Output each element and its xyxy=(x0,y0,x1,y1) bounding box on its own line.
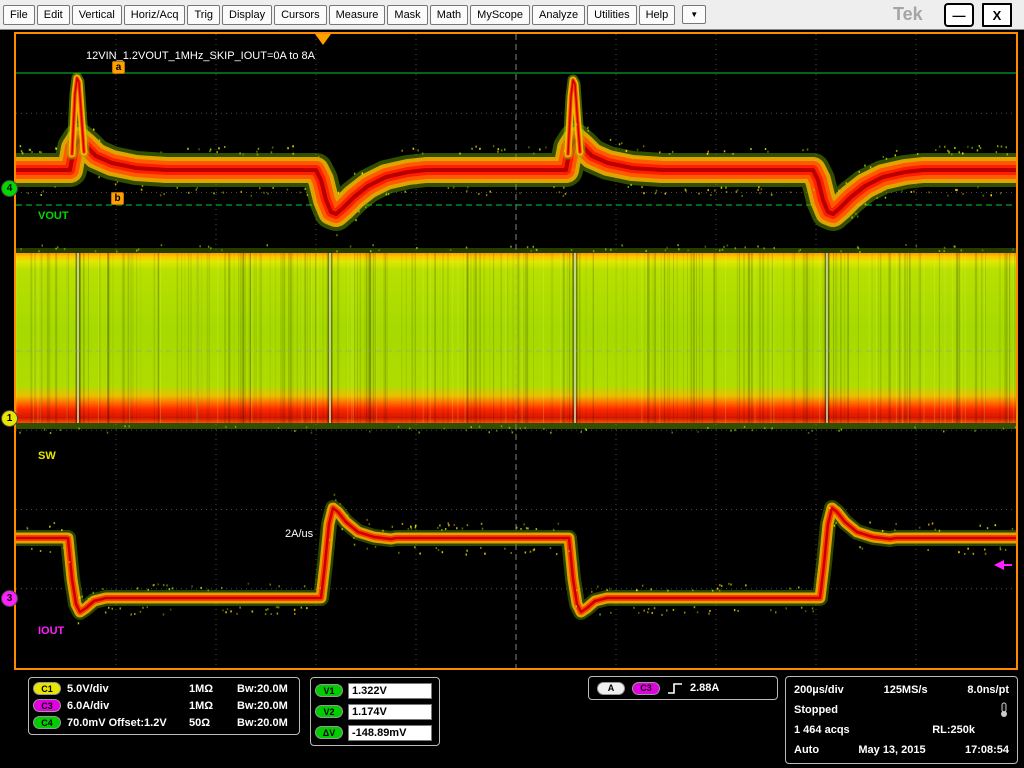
trigger-level-value: 2.88A xyxy=(690,682,720,694)
timebase-value: 200µs/div xyxy=(794,684,844,696)
close-button[interactable]: X xyxy=(982,3,1012,27)
cursor-readout-panel[interactable]: V1 1.322V V2 1.174V ΔV -148.89mV xyxy=(310,677,440,746)
menu-measure[interactable]: Measure xyxy=(328,4,386,25)
acq-count-row: 1 464 acqs RL:250k xyxy=(794,720,1009,740)
trigger-mode: Auto xyxy=(794,744,820,756)
v2-badge: V2 xyxy=(315,705,343,718)
menu-mask[interactable]: Mask xyxy=(387,4,428,25)
ch3-reference-marker[interactable]: 3 xyxy=(1,590,18,607)
trigger-level-arrow[interactable] xyxy=(994,560,1004,570)
menu-horiz-acq[interactable]: Horiz/Acq xyxy=(123,4,186,25)
trigger-readout-panel[interactable]: A C3 2.88A xyxy=(588,676,778,700)
record-length: RL:250k xyxy=(932,724,975,736)
menu-myscope[interactable]: MyScope xyxy=(470,4,531,25)
time-value: 17:08:54 xyxy=(964,744,1009,756)
delta-v-value: -148.89mV xyxy=(348,724,432,741)
menu-cursors[interactable]: Cursors xyxy=(274,4,327,25)
trigger-mode-badge: A xyxy=(597,681,625,695)
rising-edge-icon xyxy=(668,683,682,694)
ch4-reference-marker[interactable]: 4 xyxy=(1,180,18,197)
cursor-a-handle[interactable]: a xyxy=(112,61,125,74)
cursor-v2-row: V2 1.174V xyxy=(315,701,435,722)
acq-count: 1 464 acqs xyxy=(794,724,850,736)
menu-help[interactable]: Help xyxy=(638,4,676,25)
menu-vertical[interactable]: Vertical xyxy=(71,4,122,25)
cursor-v1-row: V1 1.322V xyxy=(315,680,435,701)
ch4-impedance: 50Ω xyxy=(189,716,211,729)
menu-math[interactable]: Math xyxy=(429,4,469,25)
slew-rate-annotation: 2A/us xyxy=(285,528,314,540)
ch4-readout-row: C4 70.0mV Offset:1.2V 50Ω Bw:20.0M xyxy=(33,714,295,731)
ch4-badge: C4 xyxy=(33,716,61,729)
acquisition-readout-panel[interactable]: 200µs/div 125MS/s 8.0ns/pt Stopped 1 464… xyxy=(785,676,1018,764)
ch3-badge: C3 xyxy=(33,699,61,712)
resolution-value: 8.0ns/pt xyxy=(967,684,1009,696)
ch4-bandwidth: Bw:20.0M xyxy=(237,716,288,729)
delta-v-badge: ΔV xyxy=(315,726,343,739)
ch1-readout-row: C1 5.0V/div 1MΩ Bw:20.0M xyxy=(33,680,295,697)
thermometer-icon xyxy=(1001,702,1007,717)
ch1-scale: 5.0V/div xyxy=(67,682,109,695)
v2-value: 1.174V xyxy=(348,703,432,720)
trigger-level-arrow-tail xyxy=(1004,564,1012,566)
minimize-button[interactable]: — xyxy=(944,3,974,27)
cursor-b-handle[interactable]: b xyxy=(111,192,124,205)
channel-readout-panel[interactable]: C1 5.0V/div 1MΩ Bw:20.0M C3 6.0A/div 1MΩ… xyxy=(28,677,300,735)
timebase-row: 200µs/div 125MS/s 8.0ns/pt xyxy=(794,680,1009,700)
ch1-reference-marker[interactable]: 1 xyxy=(1,410,18,427)
tek-logo: Tek xyxy=(893,4,923,24)
date-value: May 13, 2015 xyxy=(858,744,926,756)
v1-badge: V1 xyxy=(315,684,343,697)
sample-rate-value: 125MS/s xyxy=(883,684,928,696)
trigger-source-badge: C3 xyxy=(632,681,660,695)
ch4-scale: 70.0mV Offset:1.2V xyxy=(67,716,167,729)
acq-mode-row: Auto May 13, 2015 17:08:54 xyxy=(794,740,1009,760)
menu-analyze[interactable]: Analyze xyxy=(532,4,586,25)
ch3-impedance: 1MΩ xyxy=(189,699,214,712)
menu-edit[interactable]: Edit xyxy=(36,4,70,25)
menu-more-button[interactable]: ▼ xyxy=(682,5,707,24)
ch3-bandwidth: Bw:20.0M xyxy=(237,699,288,712)
iout-trace-label: IOUT xyxy=(38,625,65,637)
ch1-bandwidth: Bw:20.0M xyxy=(237,682,288,695)
ch3-scale: 6.0A/div xyxy=(67,699,110,712)
menu-display[interactable]: Display xyxy=(222,4,273,25)
menu-utilities[interactable]: Utilities xyxy=(587,4,637,25)
waveform-display-area: 12VIN_1.2VOUT_1MHz_SKIP_IOUT=0A to 8A a … xyxy=(14,32,1018,670)
cursor-dv-row: ΔV -148.89mV xyxy=(315,722,435,743)
trigger-position-marker[interactable] xyxy=(315,34,331,45)
acq-state: Stopped xyxy=(794,704,838,716)
ch3-readout-row: C3 6.0A/div 1MΩ Bw:20.0M xyxy=(33,697,295,714)
screen-annotation: 12VIN_1.2VOUT_1MHz_SKIP_IOUT=0A to 8A xyxy=(86,50,315,62)
sw-trace-label: SW xyxy=(38,450,56,462)
waveform-canvas xyxy=(16,34,1016,668)
menu-bar: File Edit Vertical Horiz/Acq Trig Displa… xyxy=(0,0,1024,30)
v1-value: 1.322V xyxy=(348,682,432,699)
menu-trig[interactable]: Trig xyxy=(187,4,221,25)
ch1-badge: C1 xyxy=(33,682,61,695)
acq-state-row: Stopped xyxy=(794,700,1009,720)
vout-trace-label: VOUT xyxy=(38,210,69,222)
ch1-impedance: 1MΩ xyxy=(189,682,214,695)
menu-file[interactable]: File xyxy=(3,4,35,25)
